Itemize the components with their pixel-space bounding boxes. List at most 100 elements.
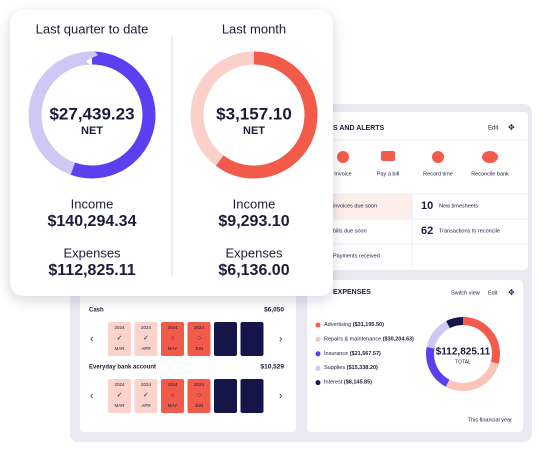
net-label: NET	[243, 125, 265, 137]
legend-name: Insurance	[324, 351, 348, 357]
tile-bg	[161, 379, 184, 413]
net-label: NET	[81, 125, 103, 137]
month-tile[interactable]: 2024 ○ JUN	[187, 379, 211, 413]
tile-bg	[134, 379, 158, 413]
legend-entry: Advertising ($31,195.50)	[324, 322, 384, 328]
move-icon: ✥	[508, 123, 515, 132]
tile-icon: ○	[197, 335, 201, 342]
tile-bg	[134, 322, 158, 356]
tile-icon: ○	[170, 392, 174, 399]
tile-bg	[187, 379, 211, 413]
month-tile[interactable]: 2024 ✓ MAR	[108, 322, 131, 356]
action[interactable]: Reconcile bank	[471, 151, 509, 177]
tile-year: 2024	[114, 382, 125, 387]
switch-view[interactable]: Switch view	[451, 290, 480, 296]
account-name: Cash	[89, 308, 104, 314]
next-arrow[interactable]: ›	[279, 334, 282, 345]
action[interactable]: Invoice	[334, 151, 352, 177]
tile-bg	[240, 322, 264, 356]
legend-amount: ($31,195.50)	[353, 322, 384, 328]
tile-icon: ○	[197, 392, 201, 399]
tile-bg	[187, 322, 211, 356]
legend-dot	[315, 365, 321, 371]
net-value: $3,157.10	[216, 104, 292, 123]
tile-month: APR	[141, 346, 151, 351]
month-tile[interactable]: 2024 – JUL	[214, 322, 237, 356]
period: This financial year	[468, 417, 512, 423]
legend-entry: Insurance ($21,567.57)	[324, 351, 381, 357]
month-tile[interactable]: 2024 – AUG	[240, 322, 264, 356]
month-tile[interactable]: 2024 ○ MAY	[161, 322, 184, 356]
action-icon	[381, 151, 395, 161]
alerts-title: S AND ALERTS	[333, 125, 385, 132]
ring-segment	[426, 317, 500, 391]
tile-month: AUG	[247, 403, 257, 408]
tile-icon: ✓	[117, 392, 123, 399]
alerts-card	[318, 112, 528, 270]
next-arrow[interactable]: ›	[279, 391, 282, 402]
month-tile[interactable]: 2024 ○ JUN	[187, 322, 211, 356]
account-amount: $6,050	[264, 307, 284, 314]
month-tile[interactable]: 2024 – JUL	[214, 379, 237, 413]
ring-segment	[190, 51, 318, 179]
prev-arrow[interactable]: ‹	[90, 391, 93, 402]
month-tile[interactable]: 2024 ○ MAY	[161, 379, 184, 413]
month-tile[interactable]: 2024 ✓ MAR	[108, 379, 131, 413]
edit-button[interactable]: Edit	[488, 126, 499, 132]
action-icon	[482, 151, 498, 163]
back-layer: S AND ALERTS Edit ✥ Invoice Pay a bill Record…	[89, 123, 528, 423]
action-label: Record time	[423, 171, 453, 177]
tile-icon: ✓	[117, 335, 123, 342]
cell-text: invoices due soon	[333, 203, 377, 209]
tile-icon: ✓	[143, 335, 149, 342]
cell-count: 62	[421, 225, 433, 237]
tile-year: 2024	[167, 382, 178, 387]
legend-entry: Repairs & maintenance ($30,204.63)	[324, 337, 414, 343]
action[interactable]: Pay a bill	[377, 151, 399, 177]
move-icon: ✥	[508, 288, 515, 297]
expenses-title: EXPENSES	[333, 289, 371, 296]
legend-dot	[315, 351, 321, 357]
income-label: Income	[233, 196, 276, 211]
tile-year: 2024	[167, 325, 178, 330]
tile-year: 2024	[141, 325, 152, 330]
expenses-total: $112,825.11	[436, 347, 491, 358]
action[interactable]: Record time	[423, 151, 453, 177]
tile-bg	[108, 379, 131, 413]
ring-segment	[426, 317, 500, 391]
total-label: TOTAL	[455, 359, 471, 365]
tile-month: JUL	[221, 346, 229, 351]
tile-month: MAR	[115, 346, 126, 351]
prev-arrow[interactable]: ‹	[90, 334, 93, 345]
legend-amount: ($30,204.63)	[383, 337, 414, 343]
cell-text: New timesheets	[439, 203, 478, 209]
action-icon	[337, 151, 349, 163]
tile-year: 2024	[194, 325, 205, 330]
tile-year: 2024	[114, 325, 125, 330]
month-tile[interactable]: 2024 ✓ APR	[134, 379, 158, 413]
action-label: Invoice	[334, 171, 351, 177]
edit-button[interactable]: Edit	[488, 290, 498, 296]
tile-month: AUG	[247, 346, 257, 351]
tile-year: 2024	[220, 325, 231, 330]
tile-icon: –	[250, 335, 254, 342]
cell-text: Payments received	[333, 253, 380, 259]
month-tile[interactable]: 2024 – AUG	[240, 379, 264, 413]
tile-year: 2024	[194, 382, 205, 387]
tile-icon: –	[224, 392, 228, 399]
expenses-value: $6,136.00	[218, 262, 289, 279]
net-value: $27,439.23	[49, 104, 134, 123]
legend-amount: ($21,567.57)	[350, 351, 381, 357]
cell-text: bills due soon	[333, 228, 367, 234]
legend-entry: Interest ($8,145.85)	[324, 380, 372, 386]
income-label: Income	[71, 196, 114, 211]
tile-bg	[214, 322, 237, 356]
action-label: Reconcile bank	[471, 171, 509, 177]
ring-segment	[426, 317, 500, 391]
tile-year: 2024	[247, 325, 258, 330]
tile-bg	[161, 322, 184, 356]
tile-month: MAR	[115, 403, 126, 408]
legend-dot	[315, 380, 321, 386]
tile-month: JUN	[195, 403, 204, 408]
month-tile[interactable]: 2024 ✓ APR	[134, 322, 158, 356]
